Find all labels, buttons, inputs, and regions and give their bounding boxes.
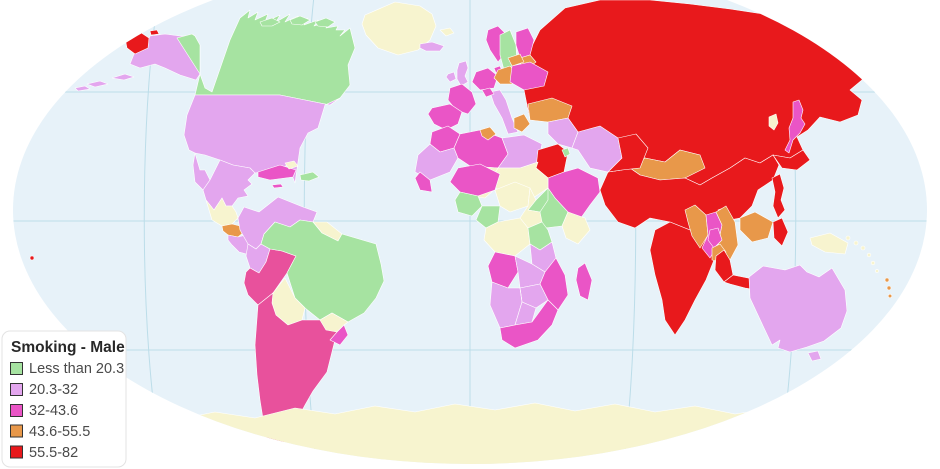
svg-text:43.6-55.5: 43.6-55.5 (29, 424, 90, 440)
svg-text:20.3-32: 20.3-32 (29, 382, 78, 398)
svg-text:55.5-82: 55.5-82 (29, 445, 78, 461)
svg-text:Smoking - Male: Smoking - Male (11, 339, 125, 356)
svg-text:32-43.6: 32-43.6 (29, 403, 78, 419)
svg-text:Less than 20.3: Less than 20.3 (29, 361, 124, 377)
